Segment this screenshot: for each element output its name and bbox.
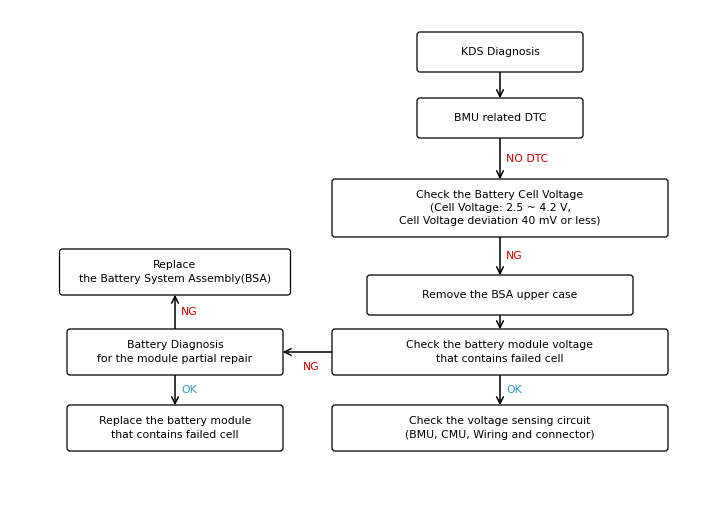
Text: BMU related DTC: BMU related DTC xyxy=(454,113,546,123)
Text: NO DTC: NO DTC xyxy=(506,154,548,164)
FancyBboxPatch shape xyxy=(332,179,668,237)
Text: OK: OK xyxy=(506,385,522,395)
Text: NG: NG xyxy=(181,307,198,317)
FancyBboxPatch shape xyxy=(67,329,283,375)
Text: Replace the battery module
that contains failed cell: Replace the battery module that contains… xyxy=(99,417,251,439)
Text: NG: NG xyxy=(506,251,523,261)
Text: Check the Battery Cell Voltage
(Cell Voltage: 2.5 ~ 4.2 V,
Cell Voltage deviatio: Check the Battery Cell Voltage (Cell Vol… xyxy=(400,190,601,226)
FancyBboxPatch shape xyxy=(60,249,290,295)
Text: Replace
the Battery System Assembly(BSA): Replace the Battery System Assembly(BSA) xyxy=(79,261,271,284)
Text: NG: NG xyxy=(304,362,320,372)
Text: OK: OK xyxy=(181,385,197,395)
FancyBboxPatch shape xyxy=(67,405,283,451)
FancyBboxPatch shape xyxy=(332,405,668,451)
Text: Remove the BSA upper case: Remove the BSA upper case xyxy=(422,290,578,300)
FancyBboxPatch shape xyxy=(417,98,583,138)
FancyBboxPatch shape xyxy=(417,32,583,72)
Text: KDS Diagnosis: KDS Diagnosis xyxy=(461,47,540,57)
Text: Check the voltage sensing circuit
(BMU, CMU, Wiring and connector): Check the voltage sensing circuit (BMU, … xyxy=(405,417,595,439)
Text: Check the battery module voltage
that contains failed cell: Check the battery module voltage that co… xyxy=(407,340,594,364)
Text: Battery Diagnosis
for the module partial repair: Battery Diagnosis for the module partial… xyxy=(97,340,252,364)
FancyBboxPatch shape xyxy=(332,329,668,375)
FancyBboxPatch shape xyxy=(367,275,633,315)
